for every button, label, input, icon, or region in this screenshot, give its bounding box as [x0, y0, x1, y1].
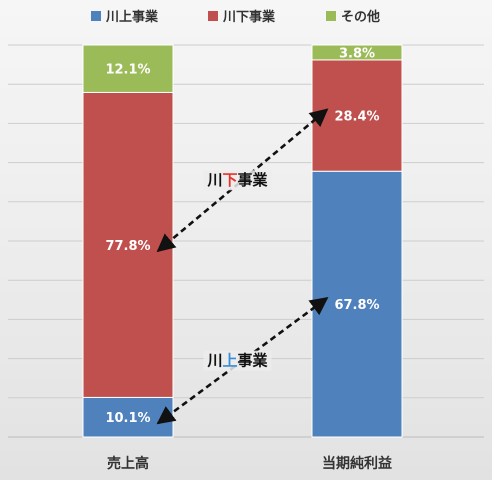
data-label: 3.8%: [339, 46, 375, 61]
x-axis: 売上高 当期純利益: [107, 455, 392, 472]
legend-label: 川下事業: [222, 9, 276, 25]
data-label: 77.8%: [105, 239, 150, 254]
bar-segment: [82, 44, 174, 93]
annotation-label-bg: [203, 350, 272, 371]
legend-label: 川上事業: [105, 9, 159, 25]
data-label: 10.1%: [105, 411, 150, 426]
gridlines: [8, 44, 484, 438]
data-labels: 10.1% 77.8% 12.1% 67.8% 28.4% 3.8%: [105, 46, 379, 426]
legend-swatch: [91, 11, 101, 21]
category-label: 売上高: [107, 455, 149, 472]
category-label: 当期純利益: [322, 455, 392, 472]
legend-swatch: [326, 11, 336, 21]
data-label: 67.8%: [334, 298, 379, 313]
data-label: 28.4%: [334, 110, 379, 125]
legend-label: その他: [341, 9, 380, 25]
annotation-label: 川下事業: [206, 171, 268, 189]
data-label: 12.1%: [105, 63, 150, 78]
bar-segment: [311, 44, 403, 61]
annotation-label-bg: [203, 170, 272, 191]
legend: 川上事業 川下事業 その他: [91, 9, 380, 25]
annotation-label: 川上事業: [206, 352, 268, 370]
legend-swatch: [208, 11, 218, 21]
